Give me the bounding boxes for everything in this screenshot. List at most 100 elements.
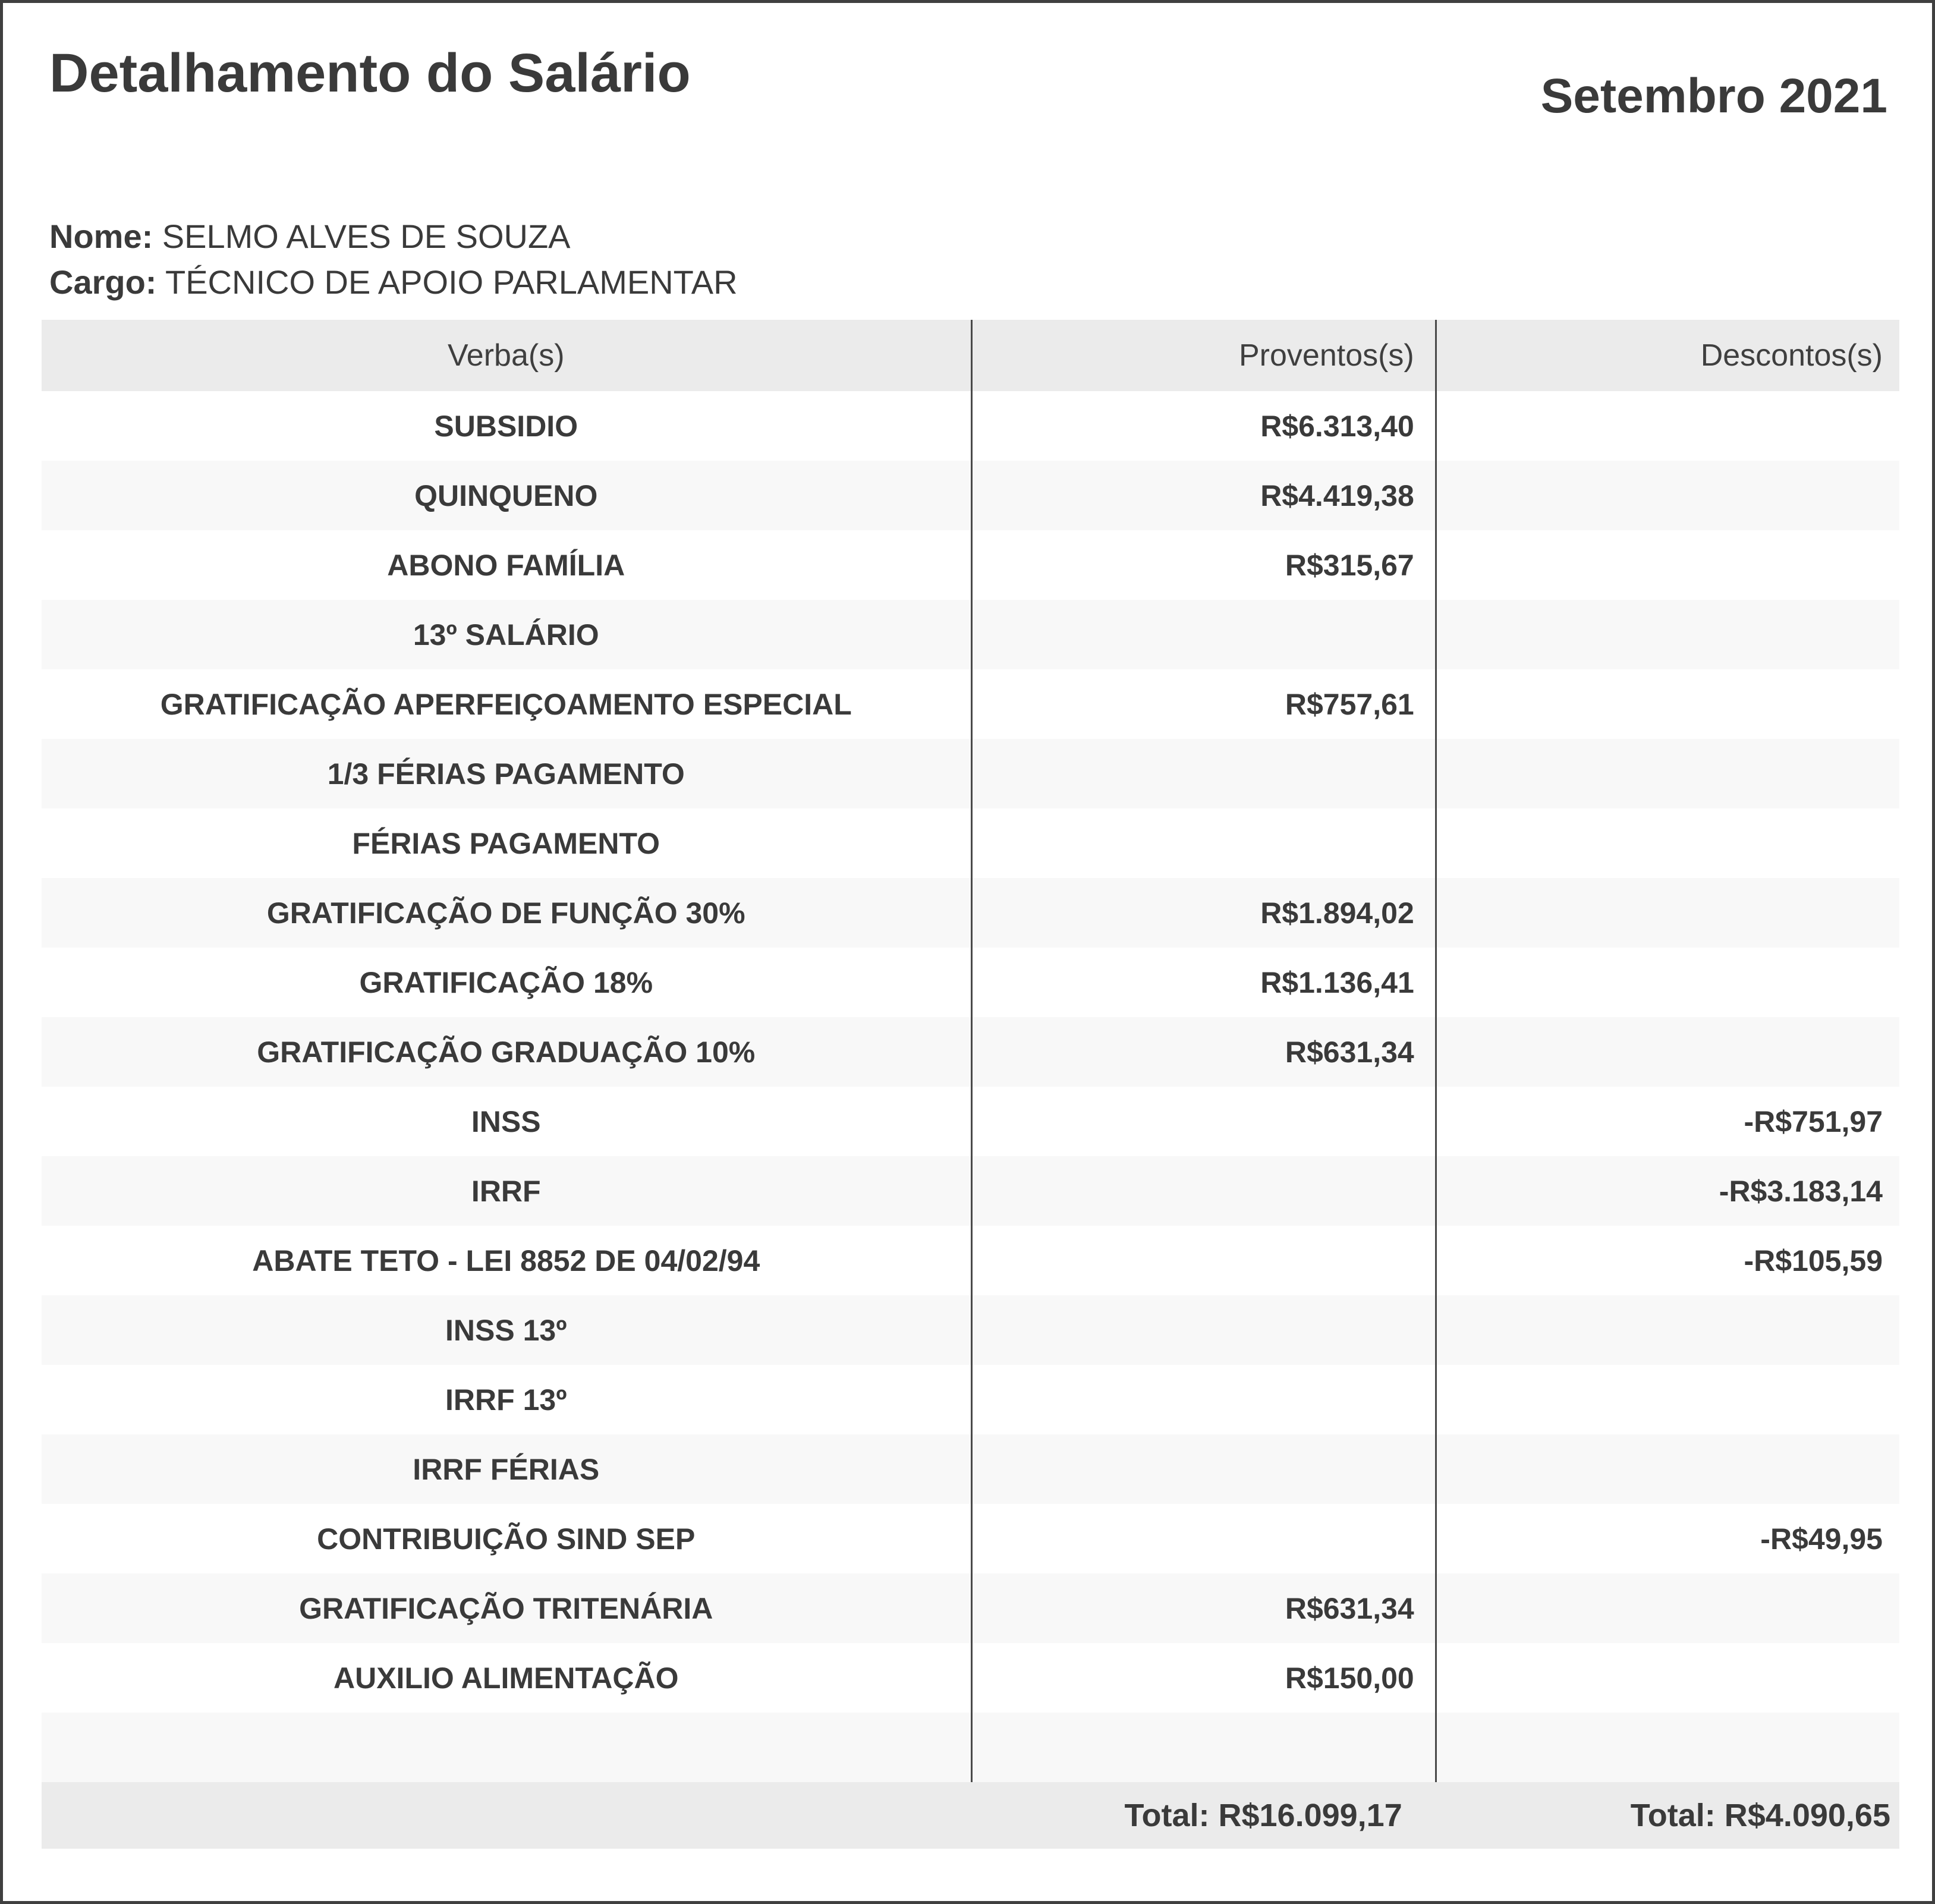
row-verba: 13º SALÁRIO bbox=[413, 618, 599, 652]
row-proventos bbox=[970, 1504, 1435, 1573]
row-verba: CONTRIBUIÇÃO SIND SEP bbox=[317, 1522, 696, 1556]
row-descontos bbox=[1434, 1643, 1899, 1713]
table-row: GRATIFICAÇÃO TRITENÁRIA R$631,34 bbox=[42, 1573, 1899, 1643]
table-header-row: Verba(s) Proventos(s) Descontos(s) bbox=[42, 320, 1899, 391]
row-proventos: R$315,67 bbox=[970, 530, 1435, 600]
row-proventos bbox=[970, 1087, 1435, 1156]
row-descontos bbox=[1434, 391, 1899, 461]
row-descontos: -R$751,97 bbox=[1434, 1087, 1899, 1156]
table-total-row: Total: R$16.099,17 Total: R$4.090,65 bbox=[42, 1782, 1899, 1849]
row-descontos: -R$105,59 bbox=[1434, 1226, 1899, 1295]
table-row: IRRF 13º bbox=[42, 1365, 1899, 1434]
row-proventos bbox=[970, 1156, 1435, 1226]
row-verba: IRRF 13º bbox=[445, 1383, 567, 1417]
row-proventos: R$150,00 bbox=[970, 1643, 1435, 1713]
row-verba: GRATIFICAÇÃO GRADUAÇÃO 10% bbox=[257, 1035, 756, 1069]
table-row: INSS 13º bbox=[42, 1295, 1899, 1365]
row-verba: GRATIFICAÇÃO 18% bbox=[359, 965, 653, 999]
table-row: AUXILIO ALIMENTAÇÃO R$150,00 bbox=[42, 1643, 1899, 1713]
row-proventos: R$1.894,02 bbox=[970, 878, 1435, 948]
row-descontos bbox=[1434, 1713, 1899, 1782]
table-row: IRRF -R$3.183,14 bbox=[42, 1156, 1899, 1226]
row-descontos bbox=[1434, 948, 1899, 1017]
table-row: 1/3 FÉRIAS PAGAMENTO bbox=[42, 739, 1899, 808]
employee-info: Nome: SELMO ALVES DE SOUZA Cargo: TÉCNIC… bbox=[49, 213, 1886, 305]
row-descontos bbox=[1434, 1365, 1899, 1434]
row-verba: GRATIFICAÇÃO TRITENÁRIA bbox=[299, 1591, 713, 1625]
row-proventos bbox=[970, 1365, 1435, 1434]
row-proventos bbox=[970, 1226, 1435, 1295]
table-row: 13º SALÁRIO bbox=[42, 600, 1899, 669]
row-proventos: R$6.313,40 bbox=[970, 391, 1435, 461]
header-descontos: Descontos(s) bbox=[1434, 320, 1899, 391]
row-proventos: R$631,34 bbox=[970, 1573, 1435, 1643]
row-verba: AUXILIO ALIMENTAÇÃO bbox=[333, 1661, 679, 1695]
row-verba bbox=[42, 1713, 971, 1782]
role-value: TÉCNICO DE APOIO PARLAMENTAR bbox=[165, 263, 738, 301]
row-verba: SUBSIDIO bbox=[434, 409, 578, 443]
row-descontos bbox=[1434, 1017, 1899, 1087]
row-verba: INSS bbox=[471, 1104, 541, 1138]
table-row: ABATE TETO - LEI 8852 DE 04/02/94 -R$105… bbox=[42, 1226, 1899, 1295]
row-verba: GRATIFICAÇÃO APERFEIÇOAMENTO ESPECIAL bbox=[160, 687, 852, 721]
name-label: Nome: bbox=[49, 218, 153, 255]
salary-table: Verba(s) Proventos(s) Descontos(s) SUBSI… bbox=[42, 320, 1899, 1849]
page-header: Detalhamento do Salário Setembro 2021 bbox=[3, 3, 1932, 124]
table-row: QUINQUENO R$4.419,38 bbox=[42, 461, 1899, 530]
row-proventos bbox=[970, 1713, 1435, 1782]
row-descontos bbox=[1434, 1573, 1899, 1643]
name-value: SELMO ALVES DE SOUZA bbox=[162, 218, 571, 255]
row-verba: FÉRIAS PAGAMENTO bbox=[352, 826, 660, 860]
total-descontos: Total: R$4.090,65 bbox=[1630, 1798, 1890, 1833]
table-row: SUBSIDIO R$6.313,40 bbox=[42, 391, 1899, 461]
row-verba: IRRF FÉRIAS bbox=[413, 1452, 600, 1486]
row-descontos bbox=[1434, 878, 1899, 948]
table-row: GRATIFICAÇÃO APERFEIÇOAMENTO ESPECIAL R$… bbox=[42, 669, 1899, 739]
row-descontos bbox=[1434, 739, 1899, 808]
row-verba: IRRF bbox=[471, 1174, 541, 1208]
table-row-empty bbox=[42, 1713, 1899, 1782]
table-row: GRATIFICAÇÃO DE FUNÇÃO 30% R$1.894,02 bbox=[42, 878, 1899, 948]
row-descontos: -R$3.183,14 bbox=[1434, 1156, 1899, 1226]
row-descontos bbox=[1434, 461, 1899, 530]
row-descontos bbox=[1434, 530, 1899, 600]
row-descontos bbox=[1434, 808, 1899, 878]
row-proventos: R$757,61 bbox=[970, 669, 1435, 739]
row-descontos bbox=[1434, 600, 1899, 669]
row-descontos bbox=[1434, 1295, 1899, 1365]
row-verba: 1/3 FÉRIAS PAGAMENTO bbox=[327, 757, 685, 791]
header-verba: Verba(s) bbox=[447, 338, 565, 373]
row-proventos: R$1.136,41 bbox=[970, 948, 1435, 1017]
table-row: INSS -R$751,97 bbox=[42, 1087, 1899, 1156]
row-verba: INSS 13º bbox=[445, 1313, 567, 1347]
page-title: Detalhamento do Salário bbox=[49, 43, 691, 103]
table-row: GRATIFICAÇÃO GRADUAÇÃO 10% R$631,34 bbox=[42, 1017, 1899, 1087]
row-verba: ABATE TETO - LEI 8852 DE 04/02/94 bbox=[252, 1244, 760, 1277]
row-descontos: -R$49,95 bbox=[1434, 1504, 1899, 1573]
total-proventos: Total: R$16.099,17 bbox=[1124, 1798, 1402, 1833]
row-proventos bbox=[970, 600, 1435, 669]
total-spacer bbox=[42, 1782, 971, 1849]
row-proventos bbox=[970, 1295, 1435, 1365]
table-row: CONTRIBUIÇÃO SIND SEP -R$49,95 bbox=[42, 1504, 1899, 1573]
table-row: IRRF FÉRIAS bbox=[42, 1434, 1899, 1504]
row-descontos bbox=[1434, 669, 1899, 739]
row-proventos: R$4.419,38 bbox=[970, 461, 1435, 530]
table-row: GRATIFICAÇÃO 18% R$1.136,41 bbox=[42, 948, 1899, 1017]
row-proventos bbox=[970, 739, 1435, 808]
row-verba: ABONO FAMÍLIA bbox=[387, 548, 625, 582]
row-descontos bbox=[1434, 1434, 1899, 1504]
table-row: FÉRIAS PAGAMENTO bbox=[42, 808, 1899, 878]
role-label: Cargo: bbox=[49, 263, 157, 301]
row-verba: QUINQUENO bbox=[414, 479, 598, 512]
employee-role-line: Cargo: TÉCNICO DE APOIO PARLAMENTAR bbox=[49, 259, 1886, 305]
row-proventos bbox=[970, 808, 1435, 878]
row-proventos bbox=[970, 1434, 1435, 1504]
row-verba: GRATIFICAÇÃO DE FUNÇÃO 30% bbox=[266, 896, 745, 930]
row-proventos: R$631,34 bbox=[970, 1017, 1435, 1087]
table-row: ABONO FAMÍLIA R$315,67 bbox=[42, 530, 1899, 600]
header-proventos: Proventos(s) bbox=[970, 320, 1435, 391]
employee-name-line: Nome: SELMO ALVES DE SOUZA bbox=[49, 213, 1886, 259]
period-label: Setembro 2021 bbox=[1540, 69, 1887, 123]
